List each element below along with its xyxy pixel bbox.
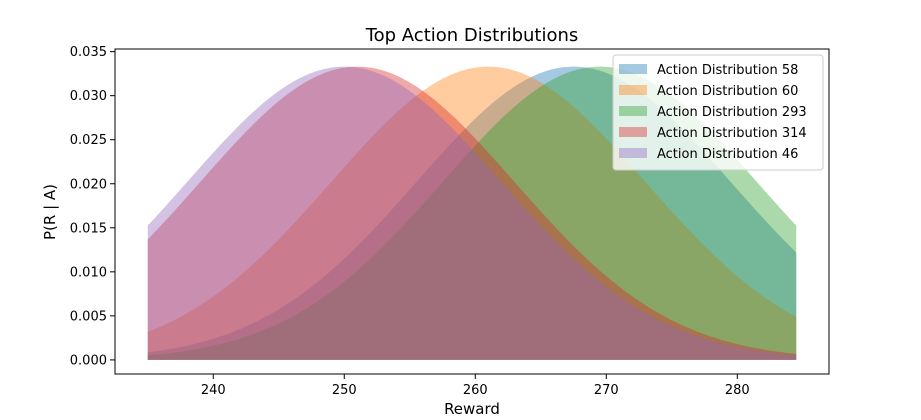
x-axis: 240 250 260 270 280 [201,374,750,398]
y-axis: 0.000 0.005 0.010 0.015 0.020 0.025 0.030 0.035 [70,45,115,368]
x-tick-label: 280 [725,383,750,398]
legend: Action Distribution 58 Action Distributio… [612,54,824,171]
series-area-4 [147,66,797,360]
x-tick-label: 240 [201,383,226,398]
y-tick-label: 0.025 [70,133,107,148]
x-tick-label: 270 [594,383,619,398]
y-tick-label: 0.035 [70,45,107,60]
legend-swatch [619,148,647,158]
y-tick-label: 0.015 [70,221,107,236]
legend-label: Action Distribution 60 [657,84,798,99]
legend-swatch [619,106,647,116]
x-axis-label: Reward [444,400,500,418]
legend-label: Action Distribution 58 [657,63,798,78]
legend-swatch [619,127,647,137]
series-area-5 [147,66,797,360]
x-tick-label: 260 [463,383,488,398]
legend-label: Action Distribution 46 [657,147,798,162]
y-tick-label: 0.010 [70,265,107,280]
legend-swatch [619,64,647,74]
y-tick-label: 0.005 [70,309,107,324]
legend-label: Action Distribution 314 [657,126,807,141]
y-axis-label: P(R | A) [41,184,59,240]
legend-label: Action Distribution 293 [657,105,807,120]
x-tick-label: 250 [332,383,357,398]
legend-swatch [619,85,647,95]
y-tick-label: 0.000 [70,353,107,368]
y-tick-label: 0.030 [70,89,107,104]
chart-title: Top Action Distributions [365,25,579,46]
plot-frame [114,48,830,375]
y-tick-label: 0.020 [70,177,107,192]
series-area-2 [147,66,797,360]
legend-box [612,54,824,171]
